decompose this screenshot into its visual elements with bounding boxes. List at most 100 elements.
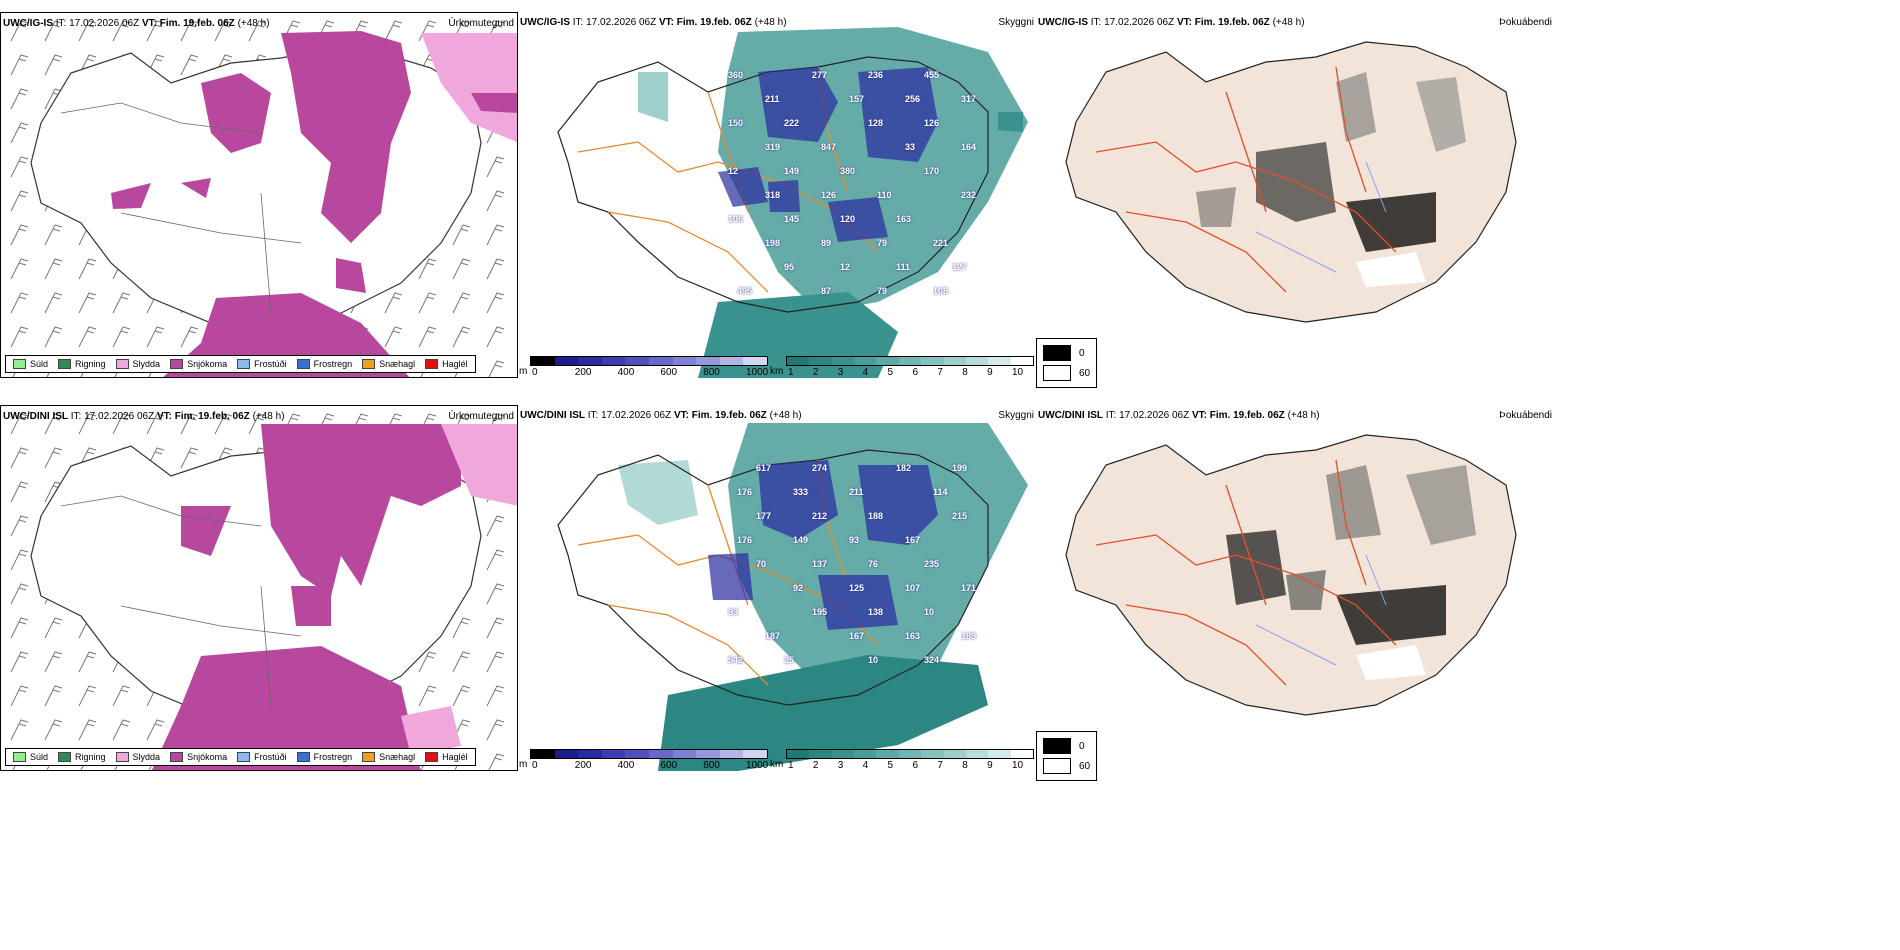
colorbar-unit: m bbox=[519, 759, 528, 770]
ceiling-value-label: 232 bbox=[961, 190, 977, 200]
precip-type-map bbox=[1, 406, 517, 770]
panel-title: Skyggni bbox=[998, 410, 1034, 421]
ceiling-value-label: 127 bbox=[952, 262, 968, 272]
ceiling-value-label: 176 bbox=[737, 535, 753, 545]
legend-swatch bbox=[58, 359, 72, 369]
ceiling-value-label: 195 bbox=[812, 607, 828, 617]
legend-swatch bbox=[170, 359, 184, 369]
colorbar-cell bbox=[854, 357, 877, 365]
ceiling-value-label: 108 bbox=[933, 286, 949, 296]
colorbar-tick-label: 7 bbox=[937, 367, 943, 378]
legend-swatch bbox=[362, 752, 376, 762]
colorbar-tick-label: 800 bbox=[703, 367, 720, 378]
ceiling-value-label: 164 bbox=[961, 142, 977, 152]
ceiling-value-label: 324 bbox=[924, 655, 940, 665]
colorbar-cell bbox=[831, 357, 855, 365]
ceiling-value-label: 137 bbox=[812, 559, 828, 569]
colorbar-tick-label: 1 bbox=[788, 760, 794, 771]
ceiling-value-label: 110 bbox=[877, 190, 892, 200]
legend-swatch bbox=[296, 359, 310, 369]
ceiling-value-label: 171 bbox=[961, 583, 977, 593]
panel-title: Skyggni bbox=[998, 17, 1034, 28]
colorbar-cell bbox=[876, 750, 899, 758]
legend-swatch bbox=[170, 752, 184, 762]
colorbar-tick-label: 0 bbox=[532, 367, 538, 378]
panel-header: UWC/IG-IS IT: 17.02.2026 06Z VT: Fim. 19… bbox=[520, 17, 787, 28]
colorbar-tick-label: 3 bbox=[837, 367, 844, 378]
legend-swatch bbox=[237, 752, 251, 762]
legend-item: Snjókoma bbox=[170, 359, 227, 369]
colorbar-tick-label: 5 bbox=[887, 367, 894, 378]
fog-index-map bbox=[1065, 434, 1517, 716]
colorbar-cell bbox=[809, 357, 832, 365]
ceiling-value-label: 12 bbox=[840, 262, 851, 272]
ceiling-value-label: 12 bbox=[728, 166, 739, 176]
visibility-colorbar: 1 2 3 4 5 6 7 8 9 10 km bbox=[770, 356, 1034, 378]
legend-item: Súld bbox=[13, 752, 48, 762]
ceiling-value-label: 170 bbox=[924, 166, 940, 176]
colorbar-cell bbox=[625, 357, 649, 365]
fog-index-panel-bottom: UWC/DINI ISL IT: 17.02.2026 06Z VT: Fim.… bbox=[1036, 405, 1554, 725]
precip-type-panel-top: UWC/IG-IS IT: 17.02.2026 06Z VT: Fim. 19… bbox=[0, 12, 518, 378]
legend-item: Slydda bbox=[115, 359, 160, 369]
colorbar-cell bbox=[809, 750, 832, 758]
colorbar-tick-label: 0 bbox=[532, 760, 538, 771]
ceiling-value-label: 93 bbox=[728, 607, 739, 617]
colorbar-cell bbox=[719, 750, 744, 758]
colorbar-cell bbox=[601, 750, 626, 758]
ceiling-value-label: 95 bbox=[784, 262, 795, 272]
ceiling-value-label: 138 bbox=[868, 607, 884, 617]
colorbar-tick-label: 4 bbox=[862, 760, 869, 771]
colorbar-cell bbox=[531, 750, 555, 758]
ceiling-value-label: 274 bbox=[812, 463, 828, 473]
legend-item: Rigning bbox=[58, 752, 106, 762]
colorbar-cell bbox=[648, 357, 673, 365]
ceiling-value-label: 318 bbox=[765, 190, 781, 200]
panel-header: UWC/IG-IS IT: 17.02.2026 06Z VT: Fim. 19… bbox=[3, 18, 270, 29]
ceiling-value-label: 79 bbox=[877, 238, 888, 248]
colorbar-tick-label: 9 bbox=[987, 760, 993, 771]
ceiling-value-label: 380 bbox=[840, 166, 856, 176]
colorbar-tick-label: 9 bbox=[987, 367, 993, 378]
colorbar-tick-label: 2 bbox=[812, 367, 819, 378]
ceiling-value-label: 114 bbox=[933, 487, 948, 497]
legend-item: Haglél bbox=[425, 359, 468, 369]
colorbar-cell bbox=[554, 357, 579, 365]
legend-item: Frostregn bbox=[296, 752, 352, 762]
colorbar-tick-label: 3 bbox=[837, 760, 844, 771]
ceiling-value-label: 126 bbox=[924, 118, 940, 128]
ceiling-value-label: 167 bbox=[849, 631, 865, 641]
colorbar-cell bbox=[578, 750, 602, 758]
legend-swatch bbox=[58, 752, 72, 762]
colorbar-cell bbox=[988, 357, 1011, 365]
ceiling-value-label: 235 bbox=[924, 559, 940, 569]
visibility-map bbox=[557, 27, 1028, 378]
visibility-map bbox=[557, 423, 1028, 771]
colorbar-cell bbox=[831, 750, 855, 758]
ceiling-value-label: 176 bbox=[737, 487, 753, 497]
colorbar-tick-label: 2 bbox=[812, 760, 819, 771]
legend-swatch bbox=[296, 752, 310, 762]
colorbar-cell bbox=[898, 750, 922, 758]
ceiling-value-label: 25 bbox=[784, 655, 795, 665]
colorbar-cell bbox=[898, 357, 922, 365]
visibility-colorbar: 1 2 3 4 5 6 7 8 9 10 km bbox=[770, 749, 1034, 771]
ceiling-value-label: 163 bbox=[896, 214, 912, 224]
colorbar-cell bbox=[965, 357, 989, 365]
ceiling-value-label: 177 bbox=[756, 511, 772, 521]
ceiling-value-label: 211 bbox=[765, 94, 780, 104]
ceiling-value-label: 617 bbox=[756, 463, 772, 473]
colorbar-unit: km bbox=[770, 759, 784, 770]
colorbar-cell bbox=[672, 357, 697, 365]
colorbar-cell bbox=[943, 357, 966, 365]
colorbar-cell bbox=[696, 357, 720, 365]
ceiling-value-label: 211 bbox=[849, 487, 864, 497]
colorbar-tick-label: 200 bbox=[574, 760, 592, 771]
ceiling-value-label: 149 bbox=[784, 166, 800, 176]
ceiling-value-label: 167 bbox=[905, 535, 921, 545]
panel-header: UWC/IG-IS IT: 17.02.2026 06Z VT: Fim. 19… bbox=[1038, 17, 1305, 28]
legend-item: Snæhagl bbox=[362, 752, 415, 762]
colorbar-tick-label: 8 bbox=[962, 367, 968, 378]
legend-item: Frostúði bbox=[237, 752, 287, 762]
colorbar-tick-label: 600 bbox=[660, 367, 678, 378]
